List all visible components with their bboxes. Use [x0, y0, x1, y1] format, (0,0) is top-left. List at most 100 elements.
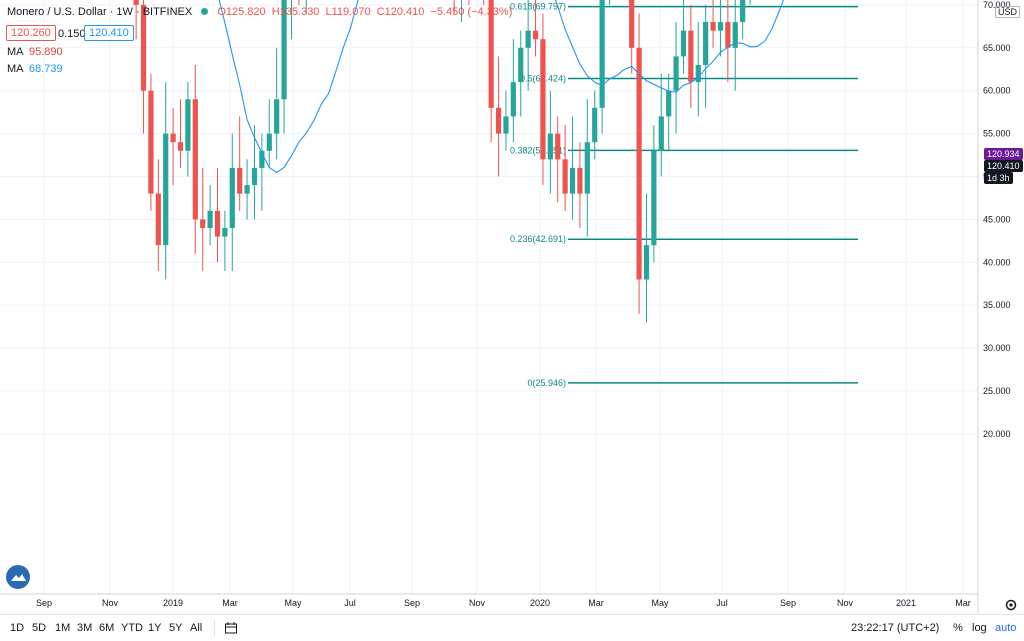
x-tick-label: May	[651, 598, 669, 608]
range-6m[interactable]: 6M	[99, 622, 115, 634]
candle-body	[503, 116, 509, 134]
y-tick-label: 30.000	[983, 343, 1011, 353]
candle-body	[680, 30, 687, 57]
candle-body	[274, 99, 280, 134]
candle-body	[562, 159, 568, 194]
settings-gear-icon[interactable]	[1004, 598, 1018, 612]
range-1m[interactable]: 1M	[55, 622, 71, 634]
candle-body	[658, 116, 664, 151]
ohlc-open: O125.820	[217, 6, 266, 18]
candle-body	[229, 167, 235, 228]
range-3m[interactable]: 3M	[77, 622, 93, 634]
bottom-toolbar: 1D 5D 1M 3M 6M YTD 1Y 5Y All 23:22:17 (U…	[0, 614, 1024, 641]
candle-body	[155, 193, 161, 246]
ask-box[interactable]: 120.410	[84, 25, 134, 41]
bid-box[interactable]: 120.260	[6, 25, 56, 41]
candle-body	[732, 22, 738, 48]
currency-label[interactable]: USD	[995, 6, 1021, 18]
clock-display[interactable]: 23:22:17 (UTC+2)	[851, 622, 940, 634]
mountain-icon	[11, 574, 26, 581]
x-tick-label: Nov	[102, 598, 119, 608]
x-tick-label: Sep	[404, 598, 420, 608]
auto-toggle[interactable]: auto	[995, 622, 1017, 634]
candle-body	[629, 0, 635, 48]
candle-body	[207, 210, 213, 228]
candle-body	[725, 22, 731, 48]
ma-slow-legend[interactable]: MA 95.890	[7, 46, 63, 58]
x-tick-label: Sep	[780, 598, 796, 608]
x-tick-label: Mar	[222, 598, 238, 608]
y-tick-label: 60.000	[983, 86, 1011, 96]
candle-body	[259, 150, 265, 168]
fib-level-label: 0.236(42.691)	[510, 234, 566, 244]
range-1d[interactable]: 1D	[10, 622, 25, 634]
ma-fast-value: 68.739	[28, 63, 63, 75]
candle-body	[673, 56, 679, 91]
divider	[214, 620, 215, 636]
log-toggle[interactable]: log	[972, 622, 987, 634]
candle-body	[584, 142, 590, 194]
price-chart[interactable]: 20.00025.00030.00035.00040.00045.00050.0…	[0, 0, 1024, 614]
symbol-title[interactable]: Monero / U.S. Dollar · 1W · BITFINEX	[7, 6, 193, 18]
fib-level-label: 0(25.946)	[527, 378, 566, 388]
x-tick-label: Jul	[344, 598, 356, 608]
range-1y[interactable]: 1Y	[148, 622, 162, 634]
hline-price-tag: 120.934	[984, 148, 1023, 160]
x-tick-label: Mar	[955, 598, 971, 608]
candle-body	[266, 133, 272, 151]
candle-body	[666, 90, 672, 117]
candle-body	[569, 167, 576, 194]
candle-body	[510, 82, 516, 117]
ma-fast-legend[interactable]: MA 68.739	[7, 63, 63, 75]
ohlc-change: −5.450 (−4.33%)	[430, 6, 513, 18]
candle-body	[163, 133, 169, 246]
candle-body	[740, 0, 746, 23]
x-tick-label: Jul	[716, 598, 728, 608]
legend-header: Monero / U.S. Dollar · 1W · BITFINEX O12…	[7, 6, 512, 18]
candle-body	[495, 107, 502, 134]
candle-body	[555, 133, 561, 160]
y-tick-label: 40.000	[983, 257, 1011, 267]
ma-slow-label: MA	[7, 46, 23, 58]
candle-body	[688, 30, 694, 83]
candle-body	[192, 99, 198, 220]
candle-body	[488, 0, 494, 108]
candle-body	[695, 64, 701, 83]
ohlc-low: L119.070	[325, 6, 371, 18]
candle-body	[703, 22, 709, 65]
tradingview-logo[interactable]	[6, 565, 30, 589]
range-all[interactable]: All	[190, 622, 203, 634]
fib-level-label: 0.382(53.051)	[510, 145, 566, 155]
x-tick-label: 2019	[163, 598, 183, 608]
candle-body	[540, 39, 546, 160]
candles	[133, 0, 751, 323]
ohlc-close: C120.410	[376, 6, 425, 18]
candle-body	[244, 185, 250, 194]
candle-body	[148, 90, 154, 194]
bar-countdown: 1d 3h	[984, 172, 1013, 184]
candle-body	[592, 107, 598, 143]
range-ytd[interactable]: YTD	[121, 622, 143, 634]
range-5y[interactable]: 5Y	[169, 622, 183, 634]
last-price-tag: 120.410	[984, 160, 1023, 172]
candle-body	[170, 133, 176, 143]
candle-body	[636, 47, 642, 280]
fib-level-label: 0.618(69.797)	[510, 2, 566, 12]
x-tick-label: 2021	[896, 598, 916, 608]
candle-body	[133, 0, 139, 5]
x-tick-label: Nov	[469, 598, 486, 608]
percent-toggle[interactable]: %	[953, 622, 963, 634]
candle-body	[532, 30, 539, 40]
date-range-icon[interactable]	[224, 621, 238, 638]
candle-body	[710, 22, 716, 31]
range-5d[interactable]: 5D	[32, 622, 47, 634]
y-tick-label: 25.000	[983, 386, 1011, 396]
candle-body	[717, 22, 724, 31]
candle-body	[518, 47, 524, 83]
moving-average-line[interactable]	[136, 0, 824, 174]
candle-body	[599, 0, 605, 108]
candle-body	[281, 0, 287, 100]
y-tick-label: 70.000	[983, 0, 1011, 10]
x-tick-label: Mar	[588, 598, 604, 608]
candle-body	[222, 227, 228, 237]
